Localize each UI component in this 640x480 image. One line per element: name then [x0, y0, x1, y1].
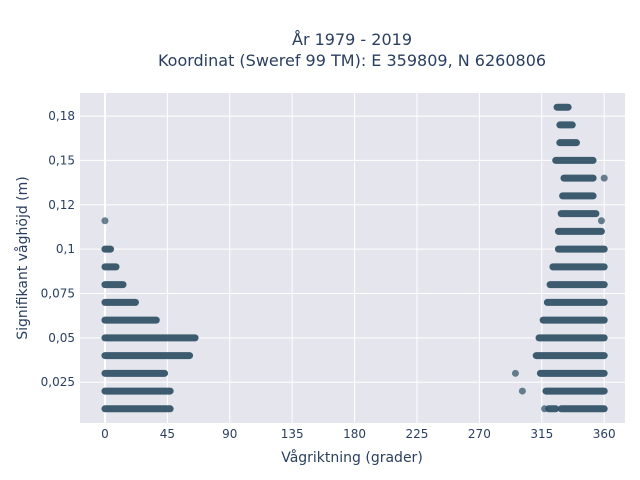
chart-title-line-2: Koordinat (Sweref 99 TM): E 359809, N 62… — [158, 51, 546, 70]
x-tick-label: 0 — [101, 427, 109, 441]
data-points — [101, 103, 608, 413]
x-tick-label: 90 — [222, 427, 237, 441]
x-tick-label: 180 — [343, 427, 366, 441]
y-tick-label: 0,18 — [48, 109, 75, 123]
x-tick-labels: 0 45 90 135 180 225 270 315 360 — [101, 427, 616, 441]
x-tick-label: 360 — [593, 427, 616, 441]
y-tick-label: 0,075 — [41, 286, 75, 300]
x-tick-label: 225 — [406, 427, 429, 441]
data-point — [511, 369, 519, 377]
data-point — [541, 405, 549, 413]
x-tick-label: 270 — [468, 427, 491, 441]
x-tick-label: 45 — [160, 427, 175, 441]
data-point — [600, 174, 608, 182]
y-tick-label: 0,025 — [41, 375, 75, 389]
x-gridlines — [103, 93, 605, 423]
y-tick-label: 0,15 — [48, 153, 75, 167]
x-tick-label: 135 — [281, 427, 304, 441]
y-tick-labels: 0,025 0,05 0,075 0,1 0,12 0,15 0,18 — [41, 109, 75, 389]
y-axis-title: Signifikant våghöjd (m) — [14, 176, 31, 339]
y-tick-label: 0,12 — [48, 198, 75, 212]
data-point — [101, 217, 109, 225]
data-point — [518, 387, 526, 395]
y-tick-label: 0,1 — [56, 242, 75, 256]
plot-background — [80, 93, 625, 423]
x-axis-title: Vågriktning (grader) — [281, 449, 423, 466]
y-tick-label: 0,05 — [48, 331, 75, 345]
x-tick-label: 315 — [530, 427, 553, 441]
chart-title-line-1: År 1979 - 2019 — [292, 30, 412, 49]
data-point — [597, 217, 605, 225]
